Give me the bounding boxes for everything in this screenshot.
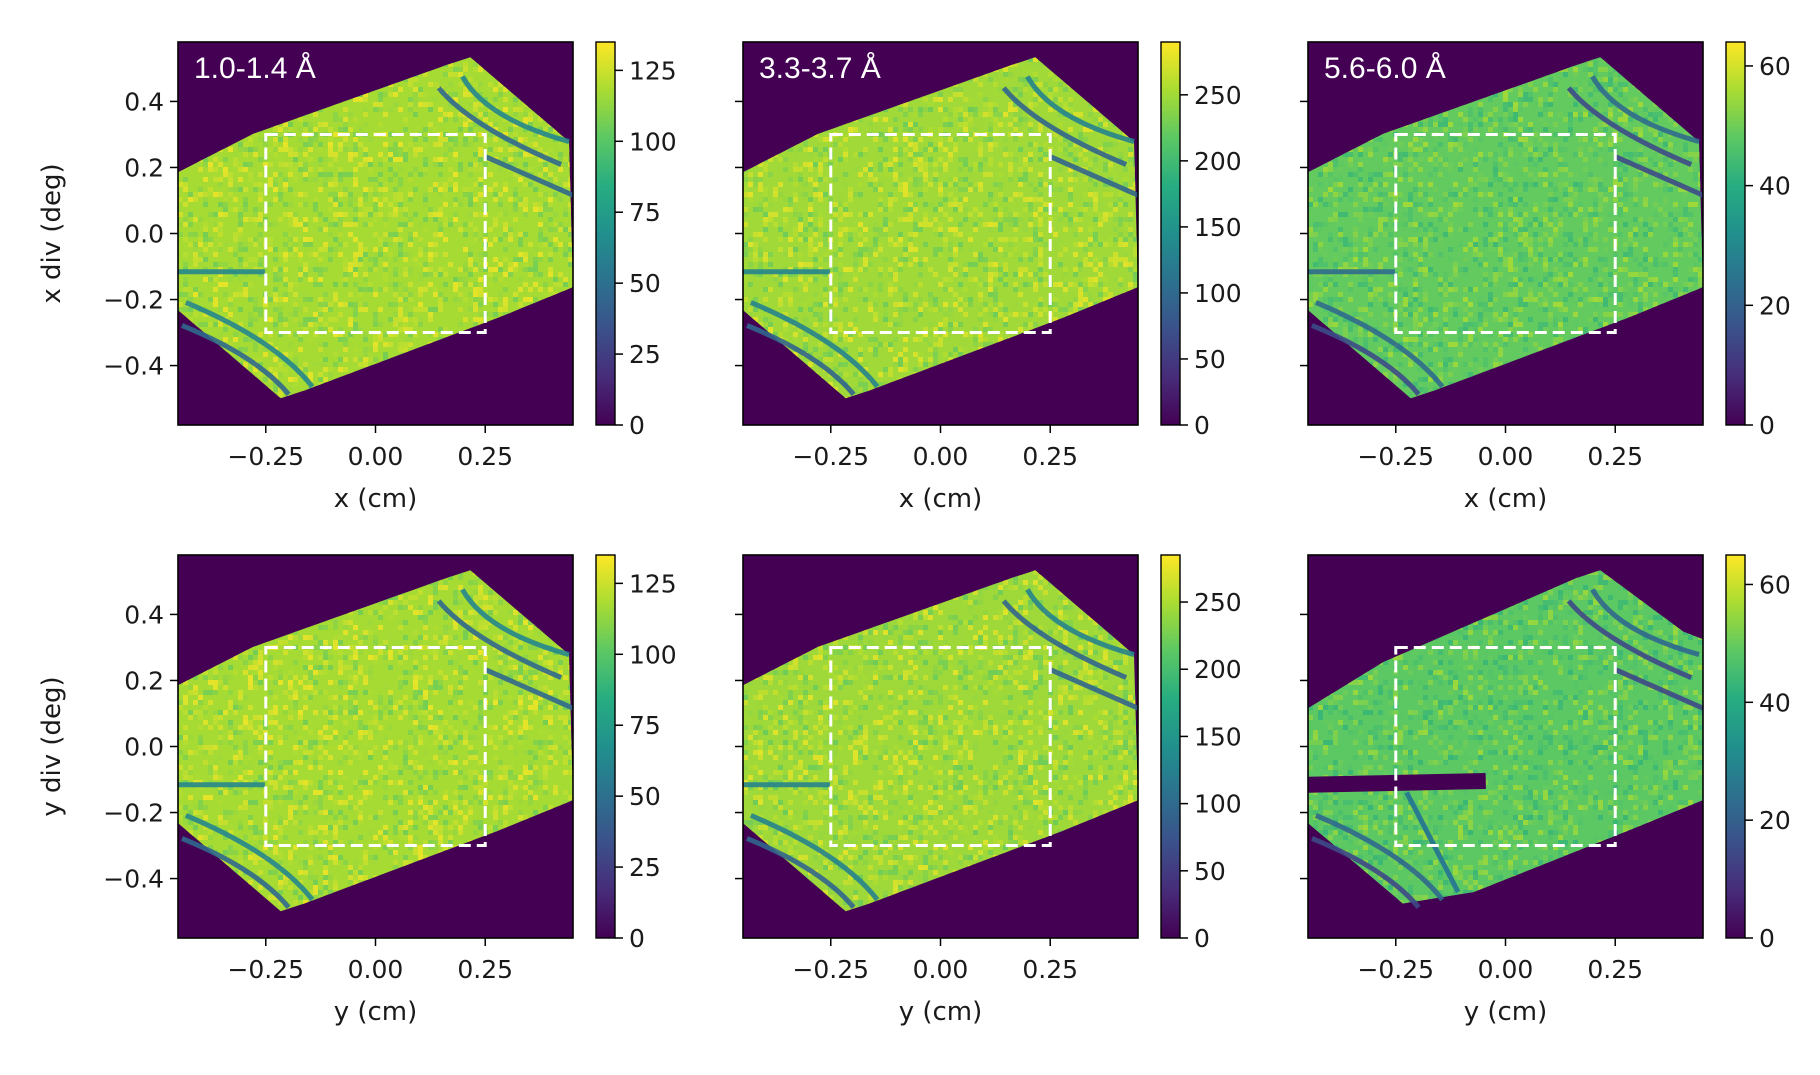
y-tick-label: 0.2 bbox=[124, 153, 164, 182]
panel-6: −0.25 0.00 0.25 y (cm) 0 20 40 60 bbox=[1300, 554, 1791, 1027]
colorbar-tick-label: 0 bbox=[1759, 411, 1775, 440]
colorbar-tick-label: 40 bbox=[1759, 688, 1791, 717]
y-axis-label: x div (deg) bbox=[37, 163, 67, 303]
colorbar-tick-label: 0 bbox=[629, 411, 645, 440]
colorbar-tick-label: 100 bbox=[1194, 790, 1242, 819]
panel-3: −0.25 0.00 0.25 x (cm) 5.6-6.0 Å 0 20 40 60 bbox=[1300, 41, 1791, 514]
y-tick-label: 0.4 bbox=[124, 87, 164, 116]
colorbar-tick-label: 200 bbox=[1194, 147, 1242, 176]
x-tick-label: 0.25 bbox=[1587, 955, 1643, 984]
colorbar-tick-label: 25 bbox=[629, 853, 661, 882]
colorbar-tick-label: 100 bbox=[629, 640, 677, 669]
arc-features bbox=[178, 75, 573, 396]
y-axis-label: y div (deg) bbox=[37, 676, 67, 816]
x-axis-label: x (cm) bbox=[334, 484, 418, 514]
colorbar bbox=[595, 41, 616, 426]
x-tick-label: −0.25 bbox=[227, 442, 304, 471]
colorbar-tick-label: 0 bbox=[629, 924, 645, 953]
x-tick-label: 0.00 bbox=[1478, 955, 1534, 984]
colorbar-tick-label: 50 bbox=[629, 782, 661, 811]
arc-features bbox=[178, 588, 573, 909]
x-axis-label: x (cm) bbox=[1464, 484, 1548, 514]
colorbar bbox=[595, 554, 616, 939]
colorbar-tick-label: 200 bbox=[1194, 655, 1242, 684]
y-tick-label: −0.2 bbox=[103, 799, 164, 828]
colorbar-tick-label: 25 bbox=[629, 340, 661, 369]
colorbar-tick-label: 250 bbox=[1194, 588, 1242, 617]
colorbar-tick-label: 60 bbox=[1759, 52, 1791, 81]
panel-1: −0.25 0.00 0.25 −0.4 −0.2 0.0 0.2 0.4 x (cm) x di… bbox=[37, 41, 677, 514]
colorbar-tick-label: 60 bbox=[1759, 570, 1791, 599]
x-tick-label: 0.25 bbox=[1587, 442, 1643, 471]
colorbar bbox=[1725, 554, 1746, 939]
x-tick-label: 0.00 bbox=[1478, 442, 1534, 471]
x-axis-label: y (cm) bbox=[899, 997, 983, 1027]
colorbar bbox=[1160, 41, 1181, 426]
x-axis-label: y (cm) bbox=[1464, 997, 1548, 1027]
y-tick-label: 0.0 bbox=[124, 733, 164, 762]
y-tick-label: −0.2 bbox=[103, 286, 164, 315]
colorbar-tick-label: 0 bbox=[1194, 411, 1210, 440]
roi-box bbox=[1394, 645, 1617, 848]
panel-2: −0.25 0.00 0.25 x (cm) 3.3-3.7 Å 0 50 100 150 200… bbox=[735, 41, 1242, 514]
y-tick-label: 0.4 bbox=[124, 600, 164, 629]
roi-box bbox=[264, 645, 487, 848]
x-tick-label: −0.25 bbox=[792, 442, 869, 471]
panel-4: −0.25 0.00 0.25 −0.4 −0.2 0.0 0.2 0.4 y (cm) y di… bbox=[37, 554, 677, 1027]
colorbar-tick-label: 125 bbox=[629, 569, 677, 598]
roi-box bbox=[264, 132, 487, 335]
x-axis-label: x (cm) bbox=[899, 484, 983, 514]
arc-features bbox=[1308, 75, 1703, 396]
wavelength-label: 3.3-3.7 Å bbox=[759, 52, 881, 85]
colorbar-tick-label: 20 bbox=[1759, 291, 1791, 320]
colorbar-tick-label: 150 bbox=[1194, 213, 1242, 242]
colorbar-tick-label: 50 bbox=[1194, 345, 1226, 374]
y-tick-label: −0.4 bbox=[103, 352, 164, 381]
arc-features bbox=[743, 75, 1138, 396]
colorbar bbox=[1160, 554, 1181, 939]
colorbar-tick-label: 0 bbox=[1194, 924, 1210, 953]
x-tick-label: 0.00 bbox=[913, 955, 969, 984]
roi-box bbox=[829, 132, 1052, 335]
colorbar-tick-label: 150 bbox=[1194, 722, 1242, 751]
y-tick-label: 0.0 bbox=[124, 220, 164, 249]
colorbar-tick-label: 125 bbox=[629, 56, 677, 85]
x-axis-label: y (cm) bbox=[334, 997, 418, 1027]
x-tick-label: −0.25 bbox=[792, 955, 869, 984]
x-tick-label: 0.25 bbox=[457, 442, 513, 471]
arc-features bbox=[743, 588, 1138, 909]
colorbar-tick-label: 40 bbox=[1759, 172, 1791, 201]
colorbar-tick-label: 250 bbox=[1194, 81, 1242, 110]
colorbar-tick-label: 100 bbox=[629, 127, 677, 156]
roi-box bbox=[1394, 132, 1617, 335]
x-tick-label: 0.00 bbox=[348, 442, 404, 471]
roi-box bbox=[829, 645, 1052, 848]
colorbar-tick-label: 20 bbox=[1759, 806, 1791, 835]
wavelength-label: 5.6-6.0 Å bbox=[1324, 52, 1446, 85]
panel-5: −0.25 0.00 0.25 y (cm) 0 50 100 150 200 250 bbox=[735, 554, 1242, 1027]
colorbar-tick-label: 0 bbox=[1759, 924, 1775, 953]
colorbar-tick-label: 75 bbox=[629, 711, 661, 740]
x-tick-label: 0.25 bbox=[1022, 955, 1078, 984]
x-tick-label: −0.25 bbox=[1357, 955, 1434, 984]
wavelength-label: 1.0-1.4 Å bbox=[194, 52, 316, 85]
colorbar bbox=[1725, 41, 1746, 426]
x-tick-label: 0.25 bbox=[1022, 442, 1078, 471]
colorbar-tick-label: 75 bbox=[629, 198, 661, 227]
x-tick-label: 0.00 bbox=[348, 955, 404, 984]
colorbar-tick-label: 50 bbox=[629, 269, 661, 298]
x-tick-label: −0.25 bbox=[1357, 442, 1434, 471]
x-tick-label: 0.00 bbox=[913, 442, 969, 471]
arc-features bbox=[1308, 588, 1703, 909]
x-tick-label: 0.25 bbox=[457, 955, 513, 984]
colorbar-tick-label: 100 bbox=[1194, 279, 1242, 308]
y-tick-label: −0.4 bbox=[103, 865, 164, 894]
x-tick-label: −0.25 bbox=[227, 955, 304, 984]
y-tick-label: 0.2 bbox=[124, 666, 164, 695]
colorbar-tick-label: 50 bbox=[1194, 857, 1226, 886]
